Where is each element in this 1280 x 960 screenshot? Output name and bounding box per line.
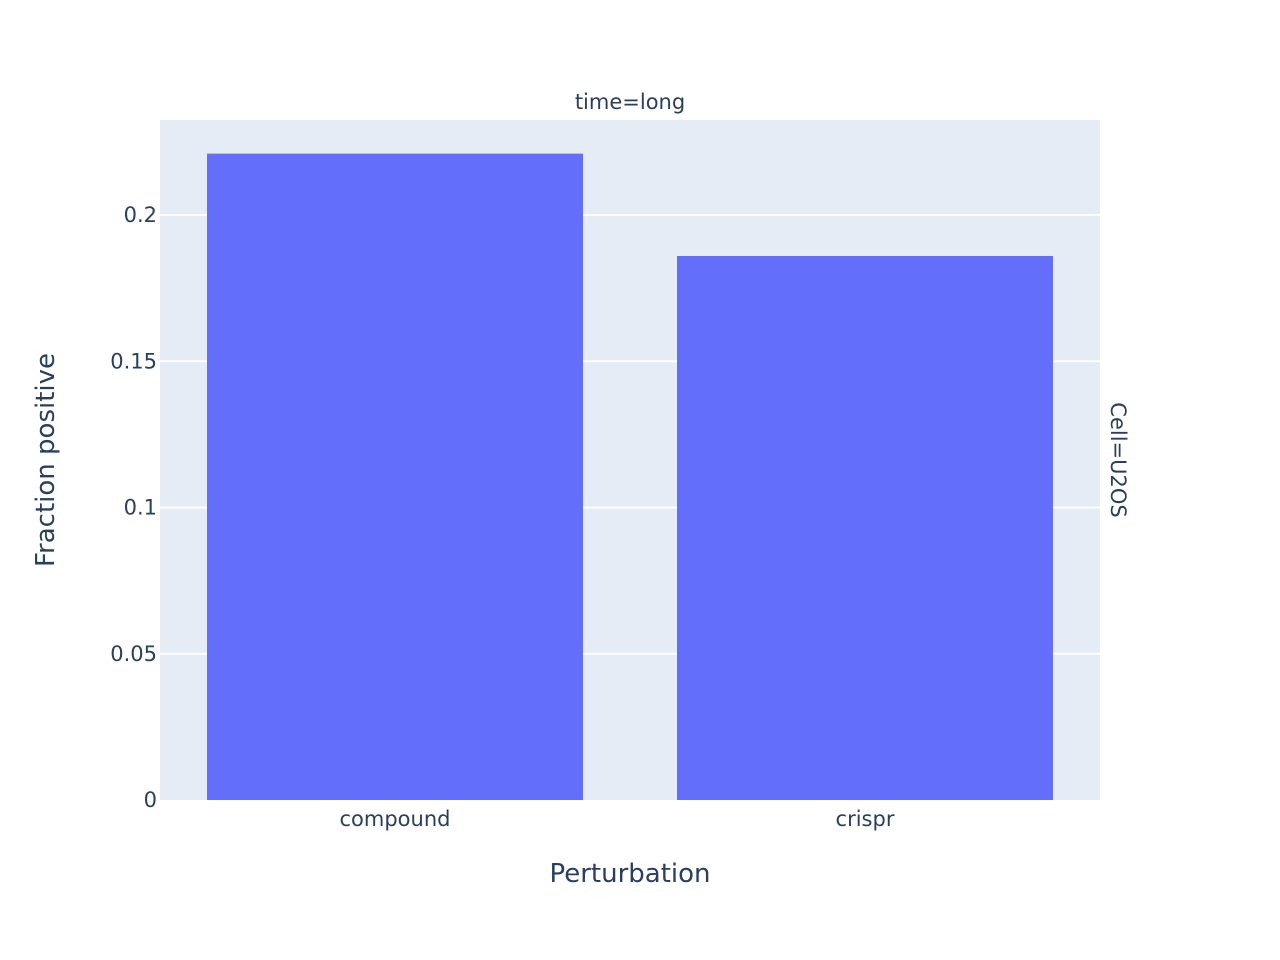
facet-column-label: time=long bbox=[575, 90, 685, 114]
x-tick-label: crispr bbox=[836, 807, 895, 831]
bar-compound[interactable] bbox=[207, 153, 583, 801]
y-tick-label: 0.05 bbox=[110, 642, 157, 666]
y-axis-ticks: 0 0.05 0.1 0.15 0.2 bbox=[110, 203, 157, 812]
y-tick-label: 0.1 bbox=[124, 496, 157, 520]
x-tick-label: compound bbox=[340, 807, 451, 831]
bars bbox=[207, 153, 1053, 801]
y-axis-title: Fraction positive bbox=[31, 353, 61, 567]
y-tick-label: 0.15 bbox=[110, 349, 157, 373]
x-axis-ticks: compound crispr bbox=[340, 807, 895, 831]
x-axis-title: Perturbation bbox=[549, 859, 710, 889]
facet-row-label: Cell=U2OS bbox=[1106, 402, 1130, 517]
bar-crispr[interactable] bbox=[677, 256, 1053, 800]
y-tick-label: 0 bbox=[144, 788, 157, 812]
y-tick-label: 0.2 bbox=[124, 203, 157, 227]
